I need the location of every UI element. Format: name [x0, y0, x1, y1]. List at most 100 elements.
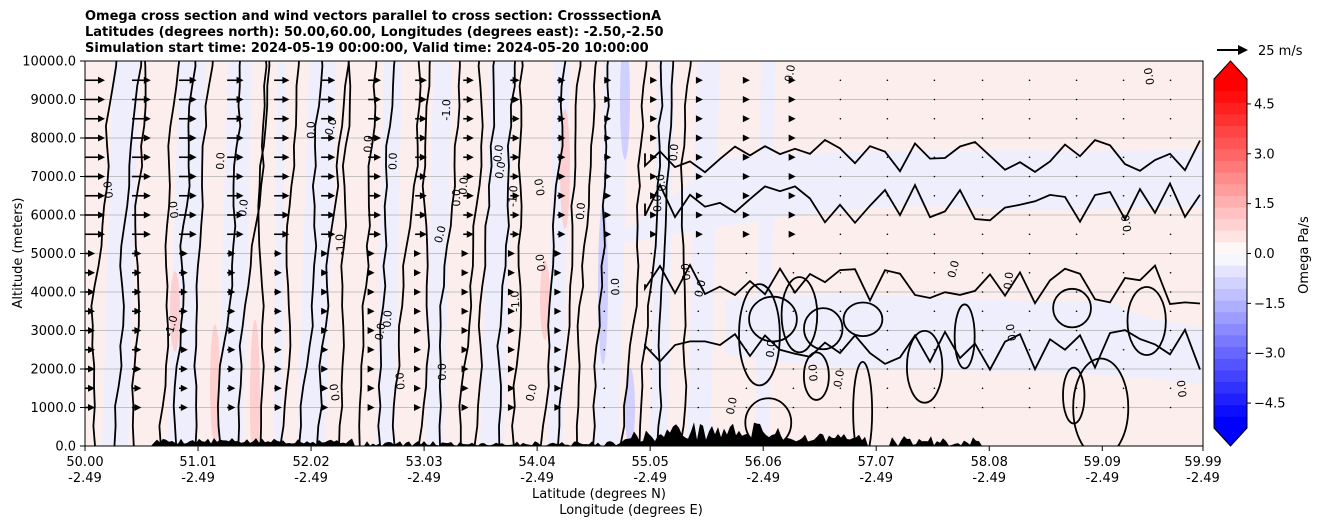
wind-vector	[886, 156, 889, 159]
wind-vector	[745, 329, 748, 332]
wind-vector-head	[236, 211, 244, 219]
colorbar-segment	[1214, 183, 1247, 196]
contour-label: 0.0	[724, 396, 740, 416]
wind-vector-head	[788, 134, 796, 142]
colorbar-segment	[1214, 369, 1247, 382]
y-tick-label: 6000.0	[31, 209, 77, 224]
contour-line	[216, 61, 242, 446]
colorbar-segment	[1214, 137, 1247, 150]
x-tick-label-lat: 59.99	[1184, 455, 1221, 470]
wind-vector	[1169, 329, 1172, 332]
wind-vector	[792, 368, 795, 370]
wind-vector-head	[788, 153, 796, 161]
wind-vector-head	[695, 192, 703, 200]
wind-vector	[1169, 194, 1172, 197]
wind-vector-head	[367, 365, 375, 373]
wind-vector-head	[742, 230, 750, 238]
contour-line	[557, 61, 582, 446]
wind-vector-head	[554, 365, 562, 373]
wind-vector-head	[604, 153, 612, 161]
omega-streak	[250, 319, 260, 446]
wind-vector-head	[512, 76, 520, 84]
wind-vector-head	[788, 76, 796, 84]
wind-vector-head	[461, 288, 469, 296]
contour-label: 0.0	[327, 383, 343, 402]
wind-vector	[1075, 348, 1078, 351]
wind-vector-head	[650, 134, 658, 142]
wind-vector	[981, 233, 984, 236]
wind-vector-head	[98, 134, 105, 142]
contour-line	[496, 61, 516, 446]
y-tick-label: 3000.0	[31, 324, 77, 339]
wind-vector	[1122, 137, 1125, 139]
wind-vector	[839, 79, 842, 82]
contour-line	[257, 61, 271, 446]
wind-vector	[1075, 368, 1078, 370]
wind-vector	[981, 271, 984, 274]
wind-vector	[650, 252, 653, 255]
wind-vector	[697, 329, 700, 332]
wind-vector-head	[554, 307, 562, 315]
wind-vector	[839, 310, 842, 313]
wind-vector-head	[788, 211, 796, 219]
y-tick-label: 2000.0	[31, 363, 77, 378]
contour-line	[644, 263, 1201, 306]
wind-vector-head	[414, 404, 422, 411]
contour-line	[391, 61, 422, 446]
wind-vector	[1169, 214, 1172, 216]
wind-vector	[1075, 387, 1078, 390]
wind-vector	[1169, 156, 1172, 159]
wind-vector	[1028, 271, 1031, 274]
wind-vector-head	[507, 384, 515, 392]
wind-vector	[933, 252, 936, 255]
wind-vector	[1122, 348, 1125, 351]
wind-vector-head	[143, 153, 151, 161]
wind-vector-head	[367, 307, 375, 315]
wind-vector-head	[695, 173, 703, 180]
colorbar-segment	[1214, 358, 1247, 371]
wind-vector-head	[507, 327, 515, 334]
wind-vector-head	[88, 384, 95, 392]
wind-vector	[933, 406, 936, 409]
wind-vector-head	[282, 192, 290, 200]
wind-vector-head	[328, 173, 336, 180]
contour-line	[619, 61, 648, 446]
wind-vector-head	[788, 230, 796, 238]
wind-vector	[839, 252, 842, 255]
wind-vector	[792, 406, 795, 409]
x-tick-label-lat: 51.01	[179, 455, 216, 470]
wind-vector-head	[328, 134, 336, 142]
contour-label: 0.0	[1142, 67, 1157, 86]
contour-line	[592, 61, 610, 446]
wind-vector-head	[134, 250, 142, 257]
wind-vector	[886, 175, 889, 178]
wind-vector-head	[274, 269, 282, 277]
wind-vector-head	[466, 211, 474, 219]
wind-vector-head	[604, 211, 612, 219]
wind-vector	[839, 175, 842, 178]
wind-vector	[886, 98, 889, 101]
contour-label: 0.0	[692, 279, 708, 299]
contour-loop	[906, 329, 944, 404]
wind-vector-head	[788, 96, 796, 103]
wind-vector-head	[282, 230, 290, 238]
wind-vector-head	[189, 153, 197, 161]
x-tick-label-lat: 56.06	[745, 455, 782, 470]
wind-vector	[1075, 291, 1078, 293]
wind-vector	[839, 406, 842, 409]
wind-vector-head	[236, 76, 244, 84]
wind-vector	[1122, 117, 1125, 120]
contour-label: 0.0	[523, 383, 540, 403]
wind-vector	[886, 79, 889, 82]
y-tick-label: 4000.0	[31, 286, 77, 301]
wind-vector	[933, 348, 936, 351]
colorbar-segment	[1214, 323, 1247, 336]
wind-vector-head	[695, 134, 703, 142]
wind-vector-head	[554, 346, 562, 354]
wind-vector-head	[419, 115, 427, 123]
contour-label: 0.0	[373, 322, 389, 341]
wind-vector-head	[189, 96, 197, 103]
contour-label: 0.0	[654, 173, 670, 192]
wind-vector	[1122, 98, 1125, 101]
omega-streak	[560, 108, 570, 229]
